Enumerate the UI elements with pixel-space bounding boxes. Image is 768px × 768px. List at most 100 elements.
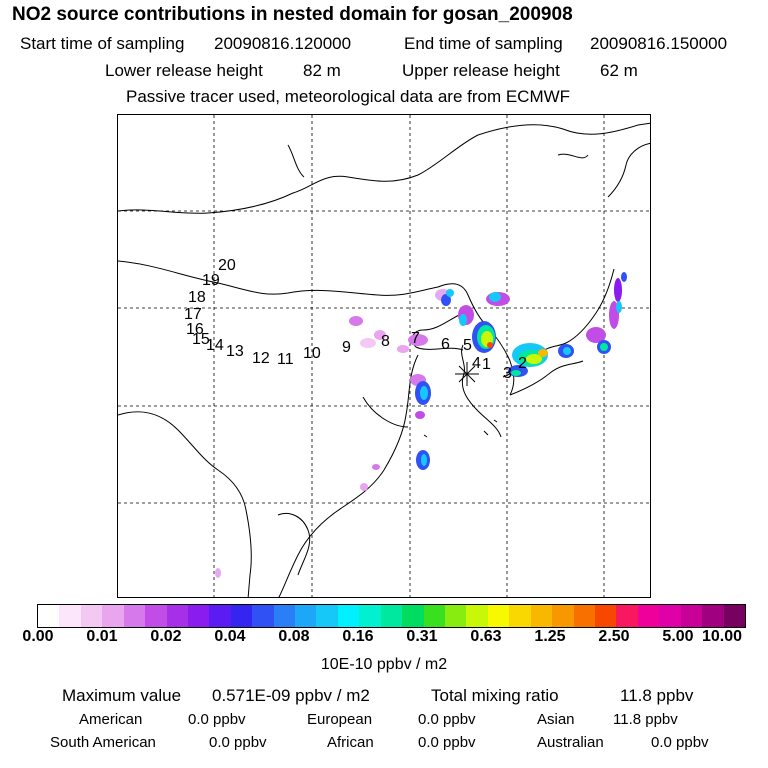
colorbar-swatch <box>423 605 446 627</box>
colorbar-swatch <box>187 605 210 627</box>
colorbar-swatch <box>230 605 253 627</box>
traj-label-11: 11 <box>277 351 294 368</box>
traj-label-13: 13 <box>226 343 244 360</box>
max-value-label: Maximum value <box>62 686 182 705</box>
traj-label-2: 2 <box>518 355 527 372</box>
colorbar-swatch <box>337 605 360 627</box>
tracer-note: Passive tracer used, meteorological data… <box>126 87 571 106</box>
traj-label-19: 19 <box>202 272 220 289</box>
colorbar-swatch <box>723 605 745 627</box>
traj-label-10: 10 <box>303 345 321 362</box>
colorbar-tick: 0.31 <box>406 628 438 645</box>
lower-height-label: Lower release height <box>105 61 263 80</box>
region-value-asian: 11.8 ppbv <box>613 711 678 728</box>
traj-label-6: 6 <box>441 336 450 353</box>
region-value-european: 0.0 ppbv <box>418 711 476 728</box>
region-value-australian: 0.0 ppbv <box>651 734 709 751</box>
map-canvas: 20 19 18 17 16 15 14 13 12 11 10 9 8 7 6… <box>118 115 650 597</box>
max-value: 0.571E-09 ppbv / m2 <box>212 686 370 705</box>
traj-label-14: 14 <box>206 337 224 354</box>
region-value-american: 0.0 ppbv <box>188 711 246 728</box>
colorbar-tick: 5.00 <box>662 628 694 645</box>
region-name-asian: Asian <box>537 711 575 728</box>
start-time-value: 20090816.120000 <box>214 34 352 53</box>
colorbar-tick: 2.50 <box>598 628 630 645</box>
colorbar-tick: 0.00 <box>22 628 54 645</box>
colorbar-swatch <box>487 605 510 627</box>
traj-label-18: 18 <box>188 289 206 306</box>
colorbar-tick: 0.04 <box>214 628 246 645</box>
colorbar-tick: 0.01 <box>86 628 118 645</box>
total-mixing-label: Total mixing ratio <box>431 686 559 705</box>
colorbar-swatch <box>102 605 124 627</box>
colorbar-swatch <box>295 605 317 627</box>
total-mixing-value: 11.8 ppbv <box>620 686 694 705</box>
traj-label-5: 5 <box>463 337 472 354</box>
colorbar <box>37 604 746 628</box>
colorbar-swatch <box>145 605 167 627</box>
colorbar-tick: 0.02 <box>150 628 182 645</box>
traj-label-15: 15 <box>192 331 210 348</box>
upper-height-label: Upper release height <box>402 61 560 80</box>
colorbar-swatch <box>402 605 424 627</box>
colorbar-swatch <box>209 605 231 627</box>
colorbar-swatch <box>702 605 724 627</box>
end-time-value: 20090816.150000 <box>590 34 728 53</box>
colorbar-swatch <box>637 605 660 627</box>
page-title: NO2 source contributions in nested domai… <box>12 4 573 25</box>
traj-label-16: 16 <box>186 321 204 338</box>
colorbar-tick: 0.16 <box>342 628 374 645</box>
asterisk-icon <box>455 362 479 386</box>
map-grid <box>118 115 650 597</box>
colorbar-swatch <box>123 605 146 627</box>
colorbar-swatch <box>680 605 703 627</box>
concentration-field <box>215 272 627 578</box>
region-name-south-american: South American <box>50 734 156 751</box>
start-time-label: Start time of sampling <box>20 34 185 53</box>
coastlines <box>118 122 650 597</box>
colorbar-swatch <box>594 605 617 627</box>
colorbar-swatch <box>59 605 81 627</box>
colorbar-tick: 0.08 <box>278 628 310 645</box>
region-name-american: American <box>79 711 143 728</box>
lower-height-value: 82 m <box>303 61 341 80</box>
colorbar-tick: 1.25 <box>534 628 566 645</box>
colorbar-swatch <box>552 605 574 627</box>
end-time-label: End time of sampling <box>404 34 563 53</box>
region-name-african: African <box>327 734 374 751</box>
colorbar-swatch <box>530 605 553 627</box>
traj-label-3: 3 <box>503 365 512 382</box>
region-value-african: 0.0 ppbv <box>418 734 476 751</box>
colorbar-swatch <box>316 605 338 627</box>
colorbar-swatch <box>273 605 296 627</box>
colorbar-swatch <box>80 605 103 627</box>
upper-height-value: 62 m <box>600 61 638 80</box>
colorbar-tick: 10.00 <box>701 628 743 645</box>
traj-label-9: 9 <box>342 339 351 356</box>
region-name-australian: Australian <box>537 734 604 751</box>
traj-label-17: 17 <box>184 306 202 323</box>
colorbar-swatch <box>166 605 188 627</box>
traj-label-7: 7 <box>411 330 420 347</box>
colorbar-swatch <box>616 605 638 627</box>
traj-label-1: 1 <box>482 356 491 373</box>
colorbar-swatch <box>659 605 681 627</box>
colorbar-swatch <box>466 605 488 627</box>
traj-label-4: 4 <box>472 355 481 372</box>
colorbar-swatch <box>380 605 403 627</box>
colorbar-swatch <box>509 605 531 627</box>
traj-label-12: 12 <box>252 350 270 367</box>
colorbar-swatch <box>445 605 467 627</box>
traj-label-20: 20 <box>218 257 236 274</box>
region-name-european: European <box>307 711 373 728</box>
colorbar-swatch <box>573 605 595 627</box>
colorbar-swatch <box>38 605 60 627</box>
trajectory-labels: 20 19 18 17 16 15 14 13 12 11 10 9 8 7 6… <box>184 257 527 382</box>
source-contribution-map: 20 19 18 17 16 15 14 13 12 11 10 9 8 7 6… <box>117 114 651 598</box>
region-value-south-american: 0.0 ppbv <box>209 734 267 751</box>
colorbar-unit: 10E-10 ppbv / m2 <box>320 656 448 673</box>
colorbar-tick: 0.63 <box>470 628 502 645</box>
colorbar-swatch <box>252 605 274 627</box>
colorbar-swatch <box>359 605 381 627</box>
traj-label-8: 8 <box>381 333 390 350</box>
